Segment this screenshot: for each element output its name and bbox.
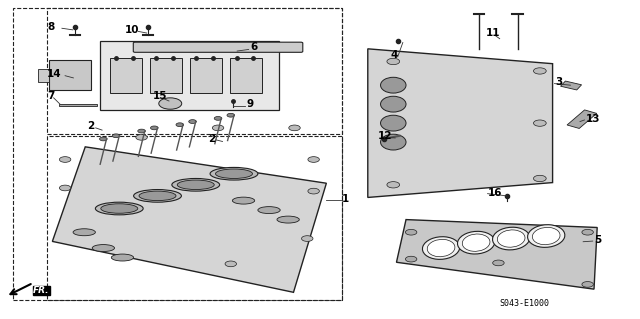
Polygon shape xyxy=(52,147,326,292)
Circle shape xyxy=(405,229,417,235)
Ellipse shape xyxy=(216,169,252,178)
Bar xyxy=(38,69,49,82)
Ellipse shape xyxy=(172,178,220,191)
Circle shape xyxy=(534,120,546,126)
Circle shape xyxy=(534,68,546,74)
Circle shape xyxy=(214,116,222,120)
Ellipse shape xyxy=(497,230,525,247)
Ellipse shape xyxy=(134,189,181,202)
Bar xyxy=(561,81,582,90)
Circle shape xyxy=(308,188,319,194)
Bar xyxy=(150,58,182,93)
Circle shape xyxy=(582,229,593,235)
Ellipse shape xyxy=(210,167,258,180)
Ellipse shape xyxy=(111,254,134,261)
Ellipse shape xyxy=(532,227,560,245)
Bar xyxy=(47,8,342,134)
Circle shape xyxy=(189,120,196,123)
Ellipse shape xyxy=(381,115,406,131)
Circle shape xyxy=(227,113,235,117)
Ellipse shape xyxy=(428,239,455,257)
Text: 2: 2 xyxy=(88,122,95,131)
Circle shape xyxy=(289,125,300,131)
Text: 6: 6 xyxy=(250,42,257,52)
Circle shape xyxy=(582,282,593,287)
Text: 1: 1 xyxy=(342,194,349,204)
Circle shape xyxy=(100,137,107,141)
Ellipse shape xyxy=(458,231,495,254)
Ellipse shape xyxy=(100,204,138,213)
Ellipse shape xyxy=(258,207,280,214)
Circle shape xyxy=(534,175,546,182)
Ellipse shape xyxy=(232,197,255,204)
Ellipse shape xyxy=(139,191,176,201)
Text: FR.: FR. xyxy=(33,286,50,295)
Text: 2: 2 xyxy=(209,134,216,144)
Bar xyxy=(49,60,91,90)
Circle shape xyxy=(150,126,158,130)
Circle shape xyxy=(301,236,313,241)
Ellipse shape xyxy=(95,202,143,215)
Bar xyxy=(100,41,278,110)
Text: 9: 9 xyxy=(246,99,254,109)
Bar xyxy=(190,58,222,93)
Circle shape xyxy=(136,135,147,140)
Ellipse shape xyxy=(493,227,530,250)
Circle shape xyxy=(138,129,145,133)
Circle shape xyxy=(112,134,120,138)
Bar xyxy=(567,110,596,129)
Bar xyxy=(109,58,141,93)
Circle shape xyxy=(387,182,399,188)
FancyBboxPatch shape xyxy=(133,42,303,52)
Circle shape xyxy=(387,58,399,65)
Text: 10: 10 xyxy=(124,25,139,35)
Bar xyxy=(13,8,342,300)
Bar xyxy=(59,104,97,106)
Ellipse shape xyxy=(381,96,406,112)
Circle shape xyxy=(60,185,71,191)
Circle shape xyxy=(176,123,184,127)
Text: 16: 16 xyxy=(488,188,502,198)
Ellipse shape xyxy=(177,180,214,189)
Ellipse shape xyxy=(277,216,300,223)
Text: 15: 15 xyxy=(153,92,168,101)
Ellipse shape xyxy=(381,134,406,150)
Text: 4: 4 xyxy=(390,50,397,60)
Text: 3: 3 xyxy=(556,77,563,87)
Circle shape xyxy=(60,157,71,162)
Circle shape xyxy=(493,260,504,266)
Circle shape xyxy=(308,157,319,162)
Ellipse shape xyxy=(73,229,95,236)
Polygon shape xyxy=(396,219,597,289)
Ellipse shape xyxy=(92,245,115,251)
Text: 7: 7 xyxy=(47,92,54,101)
Text: 5: 5 xyxy=(594,235,601,245)
Bar xyxy=(47,136,342,300)
Polygon shape xyxy=(368,49,552,197)
Ellipse shape xyxy=(527,225,565,247)
Circle shape xyxy=(405,256,417,262)
Text: 11: 11 xyxy=(486,28,500,38)
Text: S043-E1000: S043-E1000 xyxy=(499,299,549,308)
Circle shape xyxy=(159,98,182,109)
Ellipse shape xyxy=(422,237,460,259)
Circle shape xyxy=(225,261,237,267)
Text: 13: 13 xyxy=(586,114,600,123)
Ellipse shape xyxy=(381,77,406,93)
Circle shape xyxy=(212,125,224,131)
Text: 12: 12 xyxy=(378,131,392,141)
Text: 14: 14 xyxy=(47,69,62,79)
Text: 8: 8 xyxy=(47,22,54,32)
Bar xyxy=(230,58,262,93)
Ellipse shape xyxy=(462,234,490,251)
